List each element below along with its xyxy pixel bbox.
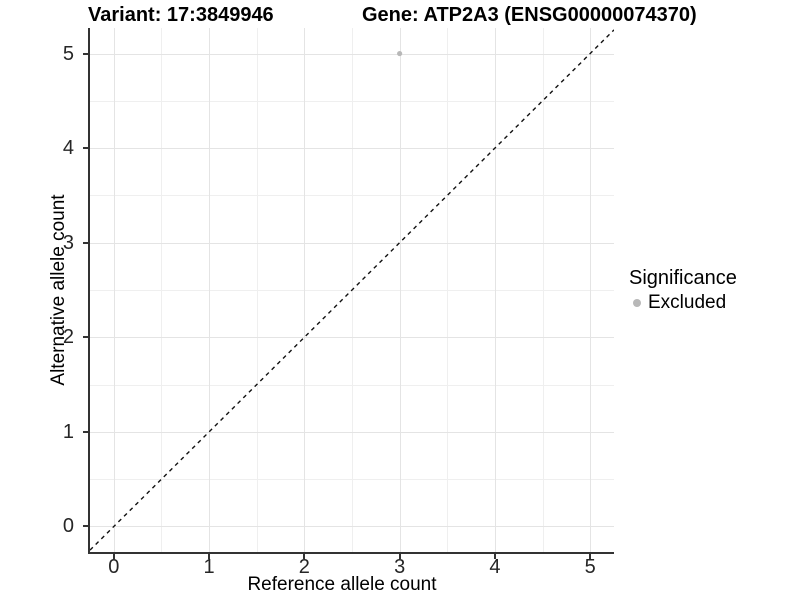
y-tick-mark bbox=[83, 241, 88, 244]
y-tick-mark bbox=[83, 430, 88, 433]
y-tick-mark bbox=[83, 52, 88, 55]
y-tick-mark bbox=[83, 336, 88, 339]
x-tick-label: 5 bbox=[584, 556, 596, 578]
y-tick-label: 0 bbox=[62, 515, 74, 538]
y-tick-mark bbox=[83, 147, 88, 150]
y-tick-label: 2 bbox=[62, 326, 74, 349]
x-tick-label: 1 bbox=[203, 556, 215, 578]
x-tick-label: 2 bbox=[298, 556, 310, 578]
legend-item-label: Excluded bbox=[648, 292, 727, 313]
y-tick-label: 5 bbox=[62, 42, 74, 65]
x-tick-mark bbox=[112, 554, 115, 559]
x-major-gridline bbox=[400, 28, 401, 552]
x-tick-mark bbox=[398, 554, 401, 559]
x-tick-label: 3 bbox=[394, 556, 406, 578]
y-tick-label: 3 bbox=[62, 231, 74, 254]
y-major-gridline bbox=[90, 337, 614, 338]
y-major-gridline bbox=[90, 243, 614, 244]
y-major-gridline bbox=[90, 54, 614, 55]
x-major-gridline bbox=[495, 28, 496, 552]
x-major-gridline bbox=[114, 28, 115, 552]
identity-dashed-line bbox=[90, 29, 614, 551]
x-major-gridline bbox=[590, 28, 591, 552]
y-major-gridline bbox=[90, 432, 614, 433]
x-tick-mark bbox=[303, 554, 306, 559]
y-minor-gridline bbox=[90, 479, 614, 480]
y-major-gridline bbox=[90, 526, 614, 527]
x-tick-label: 0 bbox=[108, 556, 120, 578]
x-axis-title: Reference allele count bbox=[247, 574, 437, 595]
y-axis-title: Alternative allele count bbox=[48, 194, 69, 386]
plot-panel bbox=[88, 28, 614, 554]
data-points-layer bbox=[397, 50, 403, 57]
y-minor-gridline bbox=[90, 101, 614, 102]
x-major-gridline bbox=[304, 28, 305, 552]
x-tick-mark bbox=[208, 554, 211, 559]
excluded-point-swatch bbox=[633, 299, 641, 307]
y-tick-label: 4 bbox=[62, 137, 74, 160]
y-tick-mark bbox=[83, 525, 88, 528]
x-tick-mark bbox=[589, 554, 592, 559]
y-tick-label: 1 bbox=[62, 420, 74, 443]
plot-overlay bbox=[90, 29, 614, 551]
data-point bbox=[397, 50, 403, 57]
x-major-gridline bbox=[209, 28, 210, 552]
x-tick-mark bbox=[493, 554, 496, 559]
plot-title-variant: Variant: 17:3849946 bbox=[88, 4, 274, 26]
legend: Significance Excluded bbox=[629, 266, 737, 314]
y-major-gridline bbox=[90, 148, 614, 149]
legend-item-excluded: Excluded bbox=[629, 292, 737, 314]
plot-title-gene: Gene: ATP2A3 (ENSG00000074370) bbox=[362, 4, 697, 26]
legend-title: Significance bbox=[629, 267, 737, 289]
y-minor-gridline bbox=[90, 195, 614, 196]
x-tick-label: 4 bbox=[489, 556, 501, 578]
y-minor-gridline bbox=[90, 385, 614, 386]
